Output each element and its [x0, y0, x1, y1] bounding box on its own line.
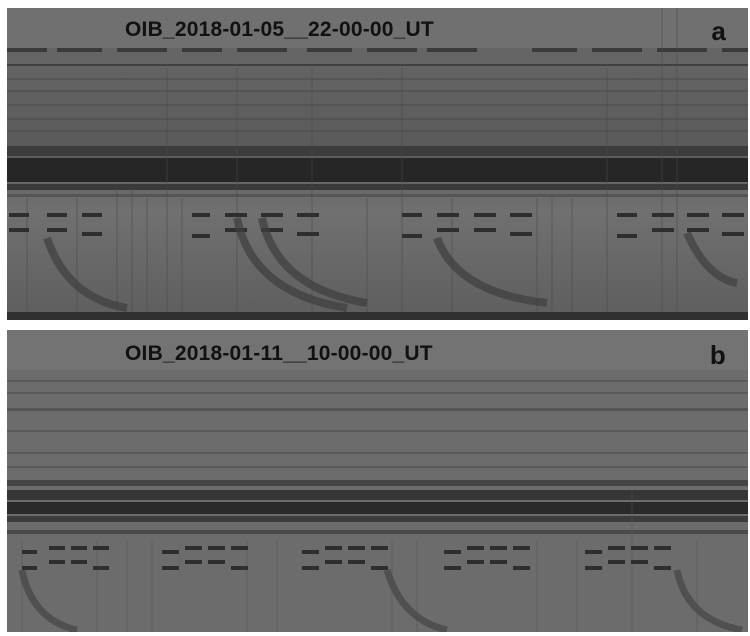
spectrogram-image-b — [7, 330, 748, 632]
panel-a-title: OIB_2018-01-05__22-00-00_UT — [125, 18, 434, 41]
panel-b-letter: b — [709, 340, 726, 370]
spectrogram-panel-b: OIB_2018-01-11__10-00-00_UT b — [7, 330, 748, 632]
spectrogram-panel-a: OIB_2018-01-05__22-00-00_UT a — [7, 8, 748, 320]
panel-a-letter: a — [711, 16, 726, 46]
spectrogram-image-a — [7, 8, 748, 320]
panel-b-title: OIB_2018-01-11__10-00-00_UT — [125, 342, 433, 365]
